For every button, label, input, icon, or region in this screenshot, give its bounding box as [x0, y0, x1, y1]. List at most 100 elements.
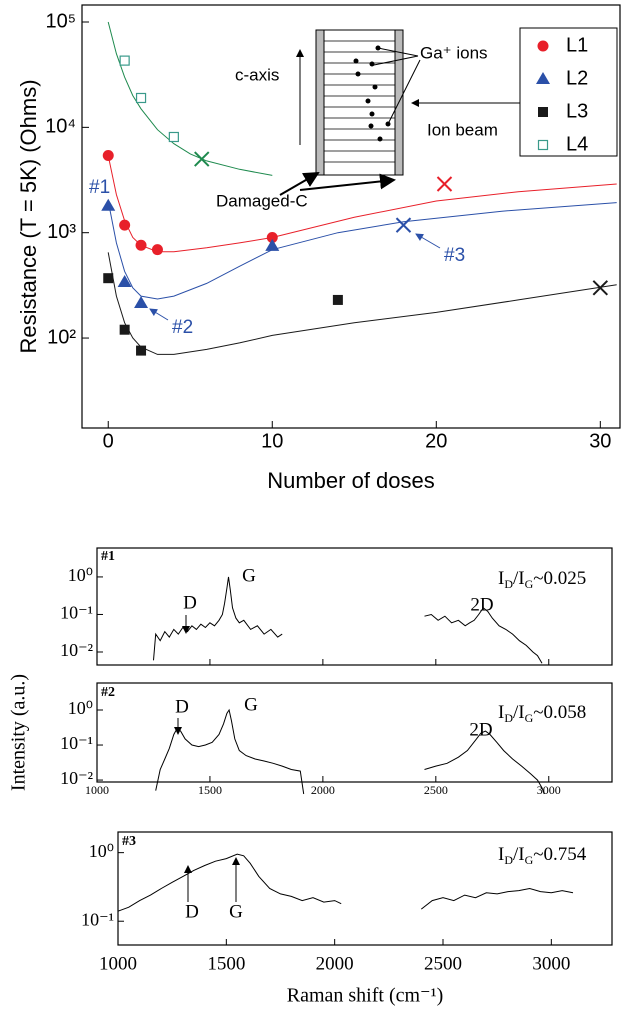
x-axis-label: Number of doses [267, 468, 435, 493]
legend-label: L4 [566, 133, 588, 155]
plot-frame [96, 682, 613, 783]
ratio-part: G [525, 711, 534, 725]
legend: L1 L2 L3 L4 [519, 27, 618, 157]
cross-point [194, 151, 210, 167]
marker [266, 232, 278, 244]
ratio-part: D [504, 711, 513, 725]
y-tick-label: 10⁰ [89, 841, 114, 861]
ratio-part: G [525, 577, 534, 591]
ratio-label: ID/IG~0.025 [498, 568, 586, 590]
peak-label: 2D [469, 719, 492, 740]
fit-line [107, 200, 617, 300]
ratio-part: /I [513, 844, 525, 865]
annotation-arrow [415, 233, 441, 249]
x-tick-label: 1500 [198, 783, 222, 797]
x-tick-label: 30 [589, 430, 611, 452]
annotation: #1 [89, 177, 110, 198]
x-tick-label: 2000 [311, 783, 335, 797]
y-axis-label: Intensity (a.u.) [8, 674, 30, 791]
marker [136, 345, 147, 356]
ratio-label: ID/IG~0.754 [498, 844, 587, 866]
marker [119, 324, 130, 335]
plot-frame [81, 4, 621, 429]
inset-layers [324, 40, 395, 163]
marker [265, 238, 280, 251]
y-tick-label: 10⁰ [68, 698, 93, 718]
marker [151, 244, 163, 256]
spectrum [153, 576, 543, 664]
x-tick-label: 0 [103, 430, 114, 452]
ratio-part: /I [513, 702, 525, 723]
inset-arrow [279, 171, 320, 196]
marker [135, 92, 147, 104]
marker [117, 275, 132, 288]
x-tick-label: 10 [261, 430, 283, 452]
ratio-part: I [498, 568, 504, 589]
y-tick-label: 10⁻¹ [60, 733, 93, 753]
legend-label: L2 [566, 67, 588, 89]
cross-point [395, 217, 412, 233]
marker [332, 294, 343, 305]
annotation-arrow [149, 308, 169, 321]
x-tick-label: 1500 [207, 953, 245, 974]
annotation: Damaged-C [216, 191, 308, 210]
annotation: Ga⁺ ions [420, 43, 488, 62]
ratio-part: ~0.754 [533, 844, 587, 865]
marker [168, 131, 179, 143]
y-tick-label: 10⁻¹ [60, 603, 93, 623]
cross-point [436, 176, 453, 192]
x-tick-label: 3000 [532, 953, 570, 974]
marker [119, 219, 131, 231]
x-tick-label: 3000 [537, 783, 561, 797]
ratio-part: D [504, 577, 513, 591]
ratio-part: I [498, 844, 504, 865]
marker [537, 40, 549, 52]
y-tick-label: 10⁰ [68, 565, 93, 585]
ratio-part: D [504, 853, 513, 867]
marker [536, 72, 550, 84]
marker [538, 107, 548, 117]
legend-frame [519, 27, 618, 157]
peak-label: D [185, 901, 199, 922]
inset-schematic [279, 29, 525, 196]
ratio-part: G [525, 853, 534, 867]
ratio-part: ~0.058 [533, 702, 586, 723]
y-tick-label: 10⁻² [60, 768, 93, 788]
peak-label: G [229, 901, 243, 922]
x-axis-label: Raman shift (cm⁻¹) [287, 985, 444, 1007]
annotation: c-axis [235, 65, 279, 84]
inset-ions [353, 45, 391, 142]
ratio-part: I [498, 702, 504, 723]
peak-label: 2D [470, 594, 493, 615]
plot-frame [96, 547, 613, 666]
fit-line [107, 21, 273, 176]
fit-line [107, 252, 617, 355]
marker [102, 150, 114, 162]
inset-strip [315, 29, 325, 176]
marker [134, 296, 149, 309]
y-tick-label: 10⁵ [45, 10, 76, 32]
x-tick-label: 2000 [316, 953, 354, 974]
annotation: Ion beam [427, 120, 498, 139]
inset-pointer [373, 47, 421, 125]
y-tick-label: 10³ [47, 221, 76, 243]
panel-label: #3 [122, 834, 136, 849]
marker [135, 239, 147, 251]
ratio-part: ~0.025 [533, 568, 586, 589]
y-tick-label: 10² [47, 326, 76, 348]
annotation: #2 [172, 317, 193, 338]
x-tick-label: 1000 [85, 783, 109, 797]
ratio-label: ID/IG~0.058 [498, 702, 586, 724]
y-tick-label: 10⁻² [60, 640, 93, 660]
y-tick-label: 10⁴ [45, 116, 76, 138]
x-tick-label: 2500 [424, 783, 448, 797]
marker [103, 273, 114, 284]
x-tick-label: 20 [425, 430, 447, 452]
y-axis-label: Resistance (T = 5K) (Ohms) [16, 79, 41, 353]
annotation: #3 [444, 245, 465, 266]
legend-label: L3 [566, 100, 588, 122]
ratio-part: /I [513, 568, 525, 589]
x-tick-label: 2500 [424, 953, 462, 974]
legend-label: L1 [566, 34, 588, 56]
